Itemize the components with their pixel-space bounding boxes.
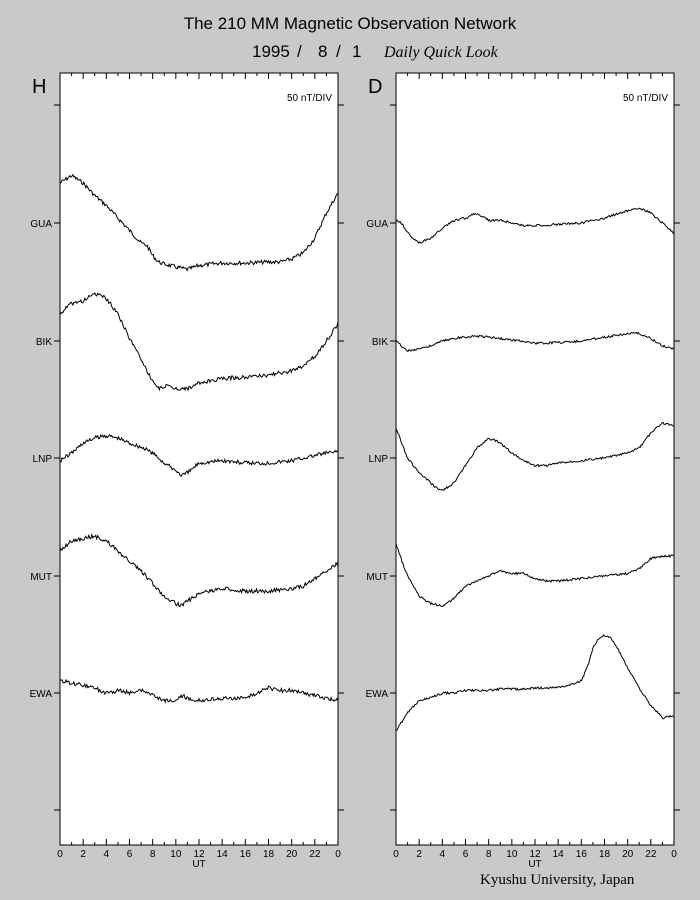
scale-label: 50 nT/DIV bbox=[623, 93, 668, 104]
panel-label: D bbox=[368, 76, 382, 98]
x-tick-label: 18 bbox=[263, 849, 275, 860]
trace-gua bbox=[59, 173, 339, 272]
x-tick-label: 12 bbox=[529, 849, 541, 860]
trace-ewa bbox=[59, 678, 339, 704]
station-label: BIK bbox=[372, 337, 388, 348]
x-tick-label: 2 bbox=[80, 849, 86, 860]
station-label: MUT bbox=[30, 572, 52, 583]
x-tick-label: 22 bbox=[645, 849, 657, 860]
x-tick-label: 12 bbox=[193, 849, 205, 860]
plot-frame bbox=[395, 72, 675, 846]
x-tick-label: 14 bbox=[553, 849, 565, 860]
x-tick-label: 22 bbox=[309, 849, 321, 860]
x-tick-label: 20 bbox=[286, 849, 298, 860]
figure-title: The 210 MM Magnetic Observation Network bbox=[183, 14, 517, 33]
x-tick-label: 6 bbox=[127, 849, 133, 860]
date-line: 1995 / 8 / 1 Daily Quick Look bbox=[0, 42, 700, 64]
x-tick-label: 4 bbox=[104, 849, 110, 860]
x-tick-label: 0 bbox=[393, 849, 399, 860]
trace-mut bbox=[59, 533, 339, 608]
trace-lnp bbox=[395, 421, 675, 492]
panel-label: H bbox=[32, 76, 46, 98]
x-tick-label: 8 bbox=[150, 849, 156, 860]
trace-gua bbox=[395, 207, 675, 244]
panel-d: D 50 nT/DIV 0 2 4 6 8 10 12 14 16 18 20 22 0 UT GUA BIK LN… bbox=[366, 72, 680, 870]
x-tick-label: 4 bbox=[440, 849, 446, 860]
x-tick-label: 14 bbox=[217, 849, 229, 860]
x-tick-label: 16 bbox=[240, 849, 252, 860]
quick-look-label: Daily Quick Look bbox=[384, 44, 498, 61]
station-label: GUA bbox=[30, 219, 52, 230]
institution-credit: Kyushu University, Japan bbox=[480, 872, 635, 888]
x-tick-label: 20 bbox=[622, 849, 634, 860]
trace-ewa bbox=[395, 634, 675, 731]
x-tick-label: 8 bbox=[486, 849, 492, 860]
trace-bik bbox=[59, 291, 339, 392]
x-tick-label: 0 bbox=[671, 849, 677, 860]
date-separator-2: / bbox=[336, 42, 341, 61]
x-tick-label: 0 bbox=[57, 849, 63, 860]
trace-mut bbox=[395, 543, 675, 608]
x-tick-label: 10 bbox=[170, 849, 182, 860]
station-label: MUT bbox=[366, 572, 388, 583]
trace-lnp bbox=[59, 433, 339, 478]
panel-h: H 50 nT/DIV 0 2 4 6 8 10 12 14 16 18 20 22 0 UT GUA BIK LN… bbox=[30, 72, 344, 870]
station-label: EWA bbox=[366, 689, 389, 700]
date-separator-1: / bbox=[297, 42, 302, 61]
station-label: BIK bbox=[36, 337, 52, 348]
station-label: GUA bbox=[366, 219, 388, 230]
x-tick-label: 18 bbox=[599, 849, 611, 860]
station-label: LNP bbox=[369, 454, 389, 465]
x-tick-label: 0 bbox=[335, 849, 341, 860]
date-year: 1995 bbox=[252, 42, 290, 61]
x-tick-label: 10 bbox=[506, 849, 518, 860]
x-tick-label: 16 bbox=[576, 849, 588, 860]
x-tick-label: 6 bbox=[463, 849, 469, 860]
trace-bik bbox=[395, 331, 675, 353]
station-label: EWA bbox=[30, 689, 53, 700]
scale-label: 50 nT/DIV bbox=[287, 93, 332, 104]
station-label: LNP bbox=[33, 454, 53, 465]
x-axis-label: UT bbox=[528, 859, 541, 870]
date-month: 8 bbox=[318, 42, 328, 61]
date-day: 1 bbox=[352, 42, 362, 61]
x-tick-label: 2 bbox=[416, 849, 422, 860]
x-axis-label: UT bbox=[192, 859, 205, 870]
